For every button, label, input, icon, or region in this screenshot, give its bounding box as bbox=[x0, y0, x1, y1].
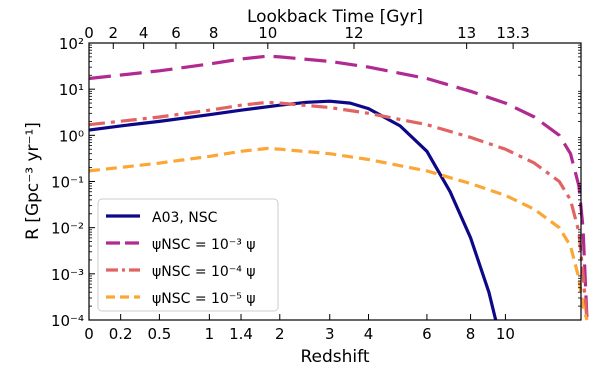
x-tick-label: 8 bbox=[466, 325, 476, 343]
x-tick-label: 2 bbox=[275, 325, 285, 343]
x-tick-label: 3 bbox=[325, 325, 335, 343]
top-tick-label: 6 bbox=[171, 24, 181, 42]
y-tick-label: 10⁻³ bbox=[51, 266, 84, 284]
x-tick-label: 0 bbox=[84, 325, 94, 343]
y-tick-label: 10⁻⁴ bbox=[51, 312, 84, 330]
top-tick-label: 10 bbox=[258, 24, 277, 42]
series-line-1 bbox=[88, 99, 498, 321]
y-tick-label: 10² bbox=[59, 35, 84, 53]
legend-items: A03, NSC ψNSC = 10⁻³ ψ ψNSC = 10⁻⁴ ψ ψNSC =… bbox=[106, 210, 256, 307]
y-axis-label: R [Gpc⁻³ yr⁻¹] bbox=[23, 122, 43, 240]
top-tick-label: 4 bbox=[139, 24, 149, 42]
x-tick-label: 6 bbox=[422, 325, 432, 343]
legend-label-1: A03, NSC bbox=[152, 210, 218, 226]
left-axis-ticks: 10⁻⁴ 10⁻³ 10⁻² 10⁻¹ 10⁰ 10¹ 10² bbox=[51, 35, 581, 330]
y-tick-label: 10⁰ bbox=[59, 127, 84, 145]
legend: A03, NSC ψNSC = 10⁻³ ψ ψNSC = 10⁻⁴ ψ ψNSC =… bbox=[97, 198, 279, 312]
y-tick-label: 10⁻² bbox=[51, 220, 84, 238]
series-line-4 bbox=[88, 146, 589, 321]
x-tick-label: 1 bbox=[205, 325, 215, 343]
y-tick-label: 10⁻¹ bbox=[51, 174, 84, 192]
x-tick-label: 1.4 bbox=[229, 325, 253, 343]
top-axis-ticks: 0 2 4 6 8 10 12 13 13.3 bbox=[84, 24, 530, 49]
legend-box bbox=[97, 198, 279, 312]
x-axis-label: Redshift bbox=[300, 347, 369, 367]
x-tick-label: 0.2 bbox=[109, 325, 133, 343]
y-tick-label: 10¹ bbox=[59, 81, 84, 99]
top-tick-label: 2 bbox=[108, 24, 118, 42]
legend-label-4: ψNSC = 10⁻⁵ ψ bbox=[152, 291, 256, 307]
plot-lines bbox=[88, 54, 589, 321]
bottom-axis-ticks: 0 0.2 0.5 1 1.4 2 3 4 6 8 10 bbox=[84, 314, 515, 343]
series-line-2 bbox=[88, 54, 589, 321]
top-tick-label: 13 bbox=[457, 24, 476, 42]
top-tick-label: 0 bbox=[84, 24, 94, 42]
legend-label-3: ψNSC = 10⁻⁴ ψ bbox=[152, 264, 256, 280]
top-tick-label: 8 bbox=[209, 24, 219, 42]
legend-label-2: ψNSC = 10⁻³ ψ bbox=[152, 237, 256, 253]
top-tick-label: 13.3 bbox=[496, 24, 529, 42]
x-tick-label: 0.5 bbox=[147, 325, 171, 343]
top-axis-label: Lookback Time [Gyr] bbox=[247, 7, 423, 27]
x-tick-label: 10 bbox=[496, 325, 515, 343]
top-tick-label: 12 bbox=[344, 24, 363, 42]
series-line-3 bbox=[88, 100, 589, 321]
x-tick-label: 4 bbox=[364, 325, 374, 343]
